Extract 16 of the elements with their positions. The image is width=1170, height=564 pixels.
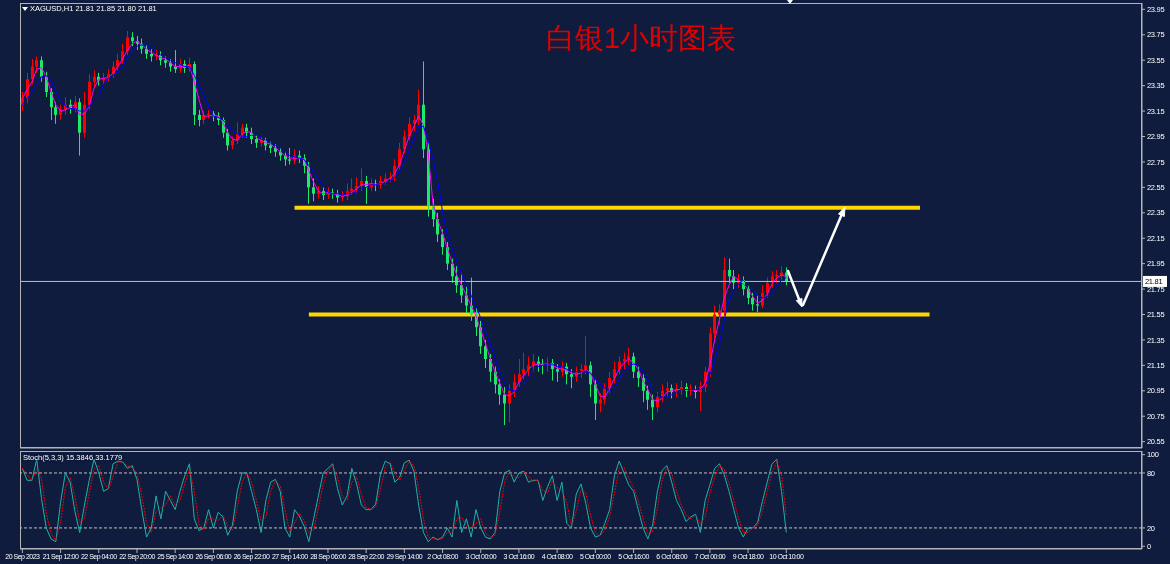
candlestick [646, 385, 649, 411]
candlestick [508, 383, 511, 424]
candlestick [465, 286, 468, 314]
candlestick [728, 258, 731, 284]
candlestick [312, 177, 315, 202]
candlestick [498, 378, 501, 406]
candlestick [713, 305, 716, 340]
candlestick [570, 368, 573, 389]
candlestick [522, 352, 525, 380]
candlestick [599, 392, 602, 413]
candlestick [503, 386, 506, 426]
text: 白银1小时图表 [544, 22, 738, 54]
candlestick [484, 339, 487, 369]
candlestick [594, 378, 597, 421]
candlestick [584, 335, 587, 375]
candlestick [527, 355, 530, 378]
